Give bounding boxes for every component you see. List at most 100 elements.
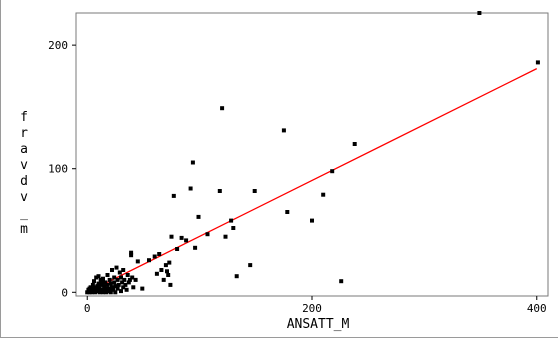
data-point	[95, 289, 100, 294]
data-point	[477, 11, 482, 15]
data-point	[104, 286, 109, 291]
data-point	[122, 277, 127, 282]
data-point	[103, 280, 108, 285]
y-axis-title-char: _	[20, 206, 28, 221]
data-point	[107, 286, 112, 291]
data-point	[110, 285, 114, 290]
data-point	[281, 128, 286, 133]
data-point	[116, 282, 121, 287]
data-point	[205, 232, 210, 237]
data-point	[111, 287, 116, 292]
y-tick-label: 200	[48, 39, 68, 52]
data-point	[121, 268, 126, 272]
data-point	[248, 263, 253, 268]
data-point	[152, 254, 157, 259]
data-point	[352, 142, 357, 146]
data-point	[123, 282, 128, 287]
data-point	[95, 284, 100, 289]
data-point	[234, 274, 239, 279]
data-point	[94, 275, 99, 280]
y-axis-title-char: f	[20, 110, 28, 125]
data-point	[92, 279, 96, 284]
data-point	[126, 280, 131, 285]
data-point	[117, 270, 122, 275]
data-point	[101, 290, 105, 295]
data-point	[106, 289, 111, 294]
data-point	[130, 275, 135, 280]
data-point	[110, 268, 114, 272]
data-point	[131, 285, 136, 290]
data-point	[161, 277, 166, 282]
points-layer	[85, 11, 540, 295]
data-point	[99, 280, 104, 285]
data-point	[217, 189, 222, 193]
data-point	[220, 106, 225, 111]
data-point	[97, 290, 102, 295]
data-point	[93, 290, 98, 295]
data-point	[163, 263, 168, 268]
data-point	[229, 218, 234, 223]
x-tick-label: 0	[84, 302, 91, 315]
data-point	[112, 280, 117, 285]
data-point	[98, 282, 103, 287]
data-point	[167, 260, 172, 265]
data-point	[165, 269, 169, 274]
y-axis-title-char: v	[20, 190, 28, 205]
data-point	[108, 290, 113, 295]
data-point	[147, 258, 151, 263]
fit-line-layer	[86, 68, 538, 293]
data-point	[129, 253, 134, 258]
data-point	[193, 245, 198, 250]
data-point	[101, 276, 105, 281]
y-axis-title-char: v	[20, 158, 28, 173]
data-point	[535, 60, 540, 65]
data-point	[108, 281, 113, 286]
data-point	[105, 282, 110, 287]
data-point	[133, 277, 138, 282]
data-point	[252, 189, 257, 193]
data-point	[188, 186, 193, 191]
data-point	[102, 284, 107, 289]
data-point	[99, 287, 104, 292]
data-point	[339, 279, 344, 284]
data-point	[115, 277, 120, 282]
data-point	[127, 277, 132, 282]
data-point	[98, 277, 103, 282]
data-point	[85, 290, 90, 295]
data-point	[120, 280, 125, 285]
data-point	[119, 289, 123, 294]
data-point	[119, 275, 123, 280]
data-point	[125, 273, 130, 277]
data-point	[169, 234, 174, 239]
data-point	[96, 281, 101, 286]
x-tick-label: 400	[527, 302, 547, 315]
data-point	[90, 282, 95, 287]
y-axis-title: f r a v d v _ m	[17, 110, 31, 238]
data-point	[321, 192, 326, 197]
y-axis-title-char: d	[20, 174, 28, 189]
data-point	[171, 193, 176, 198]
data-point	[88, 285, 93, 290]
data-point	[102, 287, 107, 292]
data-point	[330, 169, 335, 174]
y-tick-label: 0	[61, 286, 68, 299]
data-point	[310, 218, 314, 223]
data-point	[89, 290, 94, 295]
data-point	[96, 274, 101, 279]
data-point	[115, 286, 120, 291]
data-point	[190, 160, 195, 165]
data-point	[285, 210, 290, 214]
data-point	[112, 275, 117, 280]
data-point	[135, 259, 140, 264]
data-point	[107, 277, 112, 282]
data-point	[124, 287, 129, 292]
plot-area	[75, 12, 549, 297]
x-axis-title: ANSATT_M	[287, 317, 350, 332]
data-point	[114, 265, 119, 270]
data-point	[196, 214, 201, 219]
data-point	[157, 252, 162, 256]
data-point	[105, 273, 110, 277]
data-point	[159, 268, 164, 272]
